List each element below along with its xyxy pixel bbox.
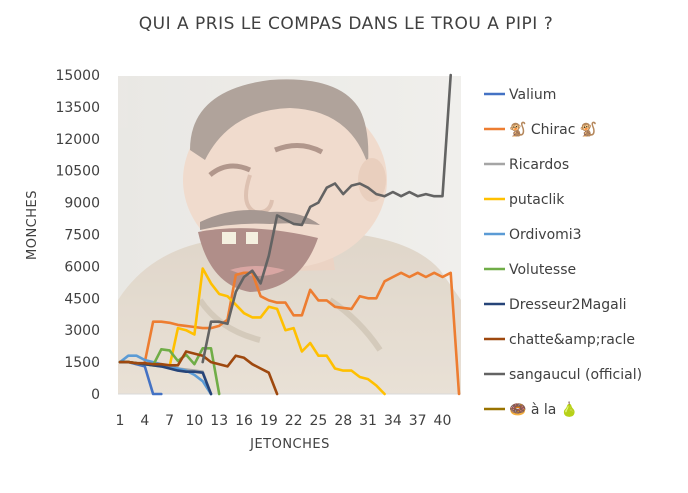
series-line-1 (143, 271, 461, 396)
series-lines (118, 73, 461, 396)
legend-label: Valium (509, 87, 556, 103)
legend-item: Valium (484, 87, 556, 103)
y-tick-label: 1500 (64, 355, 100, 371)
legend-label: Dresseur2Magali (509, 297, 626, 313)
legend-item: putaclik (484, 192, 565, 208)
x-tick-label: 1 (116, 413, 125, 429)
x-tick-label: 7 (165, 413, 174, 429)
series-line-8 (201, 73, 453, 364)
x-tick-label: 37 (409, 413, 427, 429)
x-tick-label: 22 (285, 413, 303, 429)
x-tick-label: 16 (235, 413, 253, 429)
y-axis-ticks: 0 1500 3000 4500 6000 7500 9000 10500 12000 13500… (55, 68, 100, 403)
y-tick-label: 10500 (55, 164, 100, 180)
x-tick-label: 40 (434, 413, 452, 429)
legend-label: Ordivomi3 (509, 227, 582, 243)
legend-item: Volutesse (484, 262, 576, 278)
laughing-man-background-image (118, 76, 461, 394)
legend-label: 🍩 à la 🍐 (509, 401, 578, 418)
x-tick-label: 28 (334, 413, 352, 429)
x-tick-label: 10 (186, 413, 204, 429)
legend-item: Ordivomi3 (484, 227, 582, 243)
y-tick-label: 6000 (64, 259, 100, 275)
legend-label: sangaucul (official) (509, 367, 642, 383)
legend-item: 🍩 à la 🍐 (484, 401, 578, 418)
y-tick-label: 7500 (64, 228, 100, 244)
legend-label: Ricardos (509, 157, 569, 173)
x-tick-label: 4 (140, 413, 149, 429)
x-tick-label: 13 (210, 413, 228, 429)
y-tick-label: 9000 (64, 196, 100, 212)
legend-label: Volutesse (509, 262, 576, 278)
x-tick-label: 19 (260, 413, 278, 429)
x-axis-ticks: 1 4 7 10 13 16 19 22 25 28 31 34 37 40 (116, 413, 452, 429)
y-tick-label: 0 (91, 387, 100, 403)
legend-label: putaclik (509, 192, 565, 208)
x-axis-title: JETONCHES (249, 437, 330, 452)
y-tick-label: 4500 (64, 291, 100, 307)
y-tick-label: 12000 (55, 132, 100, 148)
y-axis-title: MONCHES (25, 190, 40, 260)
y-tick-label: 13500 (55, 100, 100, 116)
legend-label: 🐒 Chirac 🐒 (509, 121, 597, 138)
x-tick-label: 34 (384, 413, 402, 429)
legend-item: Dresseur2Magali (484, 297, 626, 313)
chart-title: QUI A PRIS LE COMPAS DANS LE TROU A PIPI… (139, 14, 553, 34)
series-line-7 (118, 350, 279, 396)
legend-label: chatte&amp;racle (509, 332, 635, 348)
y-tick-label: 15000 (55, 68, 100, 84)
y-tick-label: 3000 (64, 323, 100, 339)
x-tick-label: 25 (310, 413, 328, 429)
x-tick-label: 31 (359, 413, 377, 429)
legend-item: chatte&amp;racle (484, 332, 635, 348)
legend: Valium 🐒 Chirac 🐒 Ricardos putaclik Ordivomi… (484, 87, 642, 418)
legend-item: Ricardos (484, 157, 569, 173)
legend-item: 🐒 Chirac 🐒 (484, 121, 597, 138)
legend-item: sangaucul (official) (484, 367, 642, 383)
